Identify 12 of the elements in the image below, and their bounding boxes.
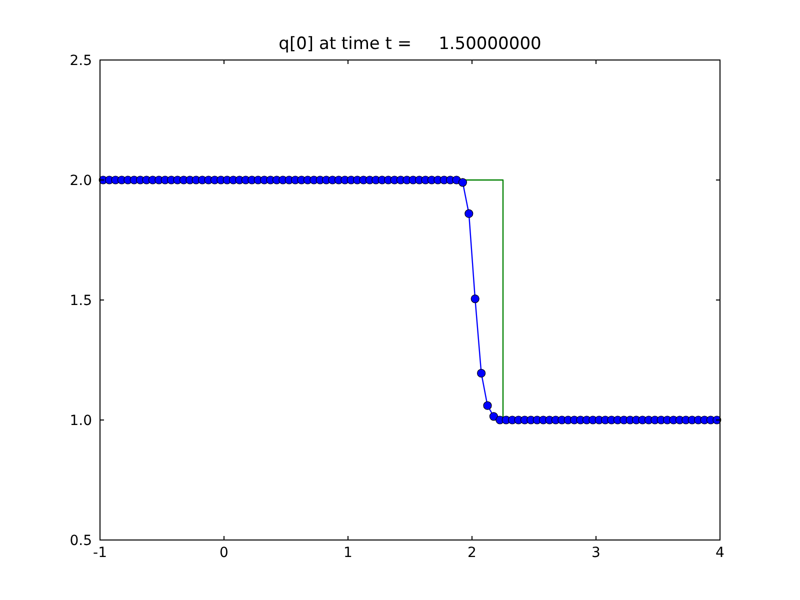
x-tick-label: -1 <box>93 545 107 561</box>
x-tick-label: 3 <box>592 545 600 561</box>
x-tick-label: 1 <box>344 545 352 561</box>
y-tick-label: 0.5 <box>70 532 92 549</box>
y-tick-label: 1.0 <box>70 412 92 429</box>
y-tick-label: 2.5 <box>70 52 92 69</box>
chart-title: q[0] at time t = 1.50000000 <box>278 34 542 54</box>
y-tick-label: 1.5 <box>70 292 92 309</box>
x-tick-label: 0 <box>220 545 228 561</box>
x-tick-label: 2 <box>468 545 476 561</box>
y-tick-label: 2.0 <box>70 172 92 189</box>
x-tick-label: 4 <box>716 545 725 561</box>
